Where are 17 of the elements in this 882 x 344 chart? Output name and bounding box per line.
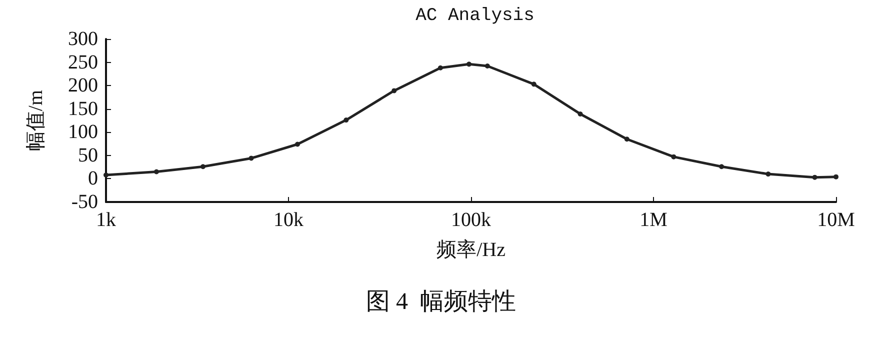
- y-tick-label: 50: [78, 144, 98, 166]
- chart-title: AC Analysis: [416, 6, 534, 26]
- y-tick-label: 100: [68, 121, 98, 144]
- x-tick-label: 1k: [96, 209, 116, 231]
- x-axis-title: 频率/Hz: [436, 239, 506, 261]
- y-tick-label: 150: [68, 98, 98, 120]
- caption: 图 4 幅频特性: [366, 289, 516, 315]
- y-tick-label: 200: [68, 74, 98, 97]
- x-tick-label: 100k: [451, 209, 491, 231]
- y-tick-label: 300: [68, 28, 98, 50]
- y-tick-label: 250: [68, 51, 98, 74]
- x-tick-label: 10M: [817, 209, 856, 231]
- y-tick-label: -50: [71, 191, 98, 213]
- y-tick-label: 0: [88, 168, 98, 190]
- x-tick-label: 10k: [274, 209, 304, 231]
- y-axis-title: 幅值/m: [25, 90, 47, 152]
- x-tick-label: 1M: [640, 209, 668, 231]
